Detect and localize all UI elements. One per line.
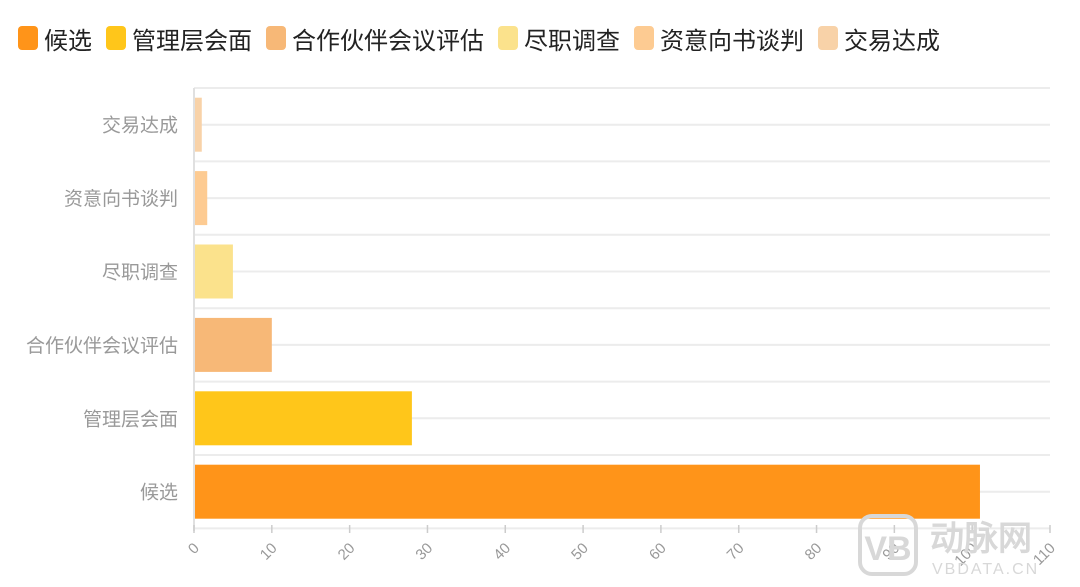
legend-swatch — [498, 26, 518, 50]
category-label: 资意向书谈判 — [64, 188, 178, 210]
x-tick-label: 70 — [724, 540, 748, 564]
bar — [194, 464, 980, 519]
legend-swatch — [106, 26, 126, 50]
legend-label: 交易达成 — [844, 26, 940, 55]
bar — [194, 97, 202, 152]
legend-label: 管理层会面 — [132, 26, 252, 55]
legend-item[interactable]: 交易达成 — [818, 21, 940, 56]
watermark-logo: VB 动脉网 VBDATA.CN — [858, 514, 1039, 578]
legend-label: 合作伙伴会议评估 — [292, 26, 484, 55]
legend-item[interactable]: 资意向书谈判 — [634, 21, 804, 56]
legend-label: 尽职调查 — [524, 26, 620, 55]
svg-text:VBDATA.CN: VBDATA.CN — [932, 561, 1039, 578]
legend-swatch — [818, 26, 838, 50]
x-tick-label: 50 — [568, 540, 592, 564]
bar — [194, 317, 272, 372]
legend-swatch — [18, 26, 38, 50]
bar — [194, 391, 412, 446]
bar — [194, 171, 208, 226]
legend-label: 资意向书谈判 — [660, 26, 804, 55]
legend-item[interactable]: 尽职调查 — [498, 21, 620, 56]
svg-text:动脉网: 动脉网 — [930, 519, 1032, 559]
chart-legend: 候选 管理层会面 合作伙伴会议评估 尽职调查 资意向书谈判 交易达成 — [18, 18, 954, 58]
legend-item[interactable]: 管理层会面 — [106, 21, 252, 56]
category-label: 合作伙伴会议评估 — [26, 335, 178, 357]
bar — [194, 244, 233, 299]
category-label: 管理层会面 — [83, 408, 178, 430]
x-tick-label: 20 — [335, 540, 359, 564]
x-tick-label: 80 — [802, 540, 826, 564]
category-label: 交易达成 — [102, 115, 178, 137]
legend-item[interactable]: 候选 — [18, 21, 92, 56]
x-tick-label: 0 — [185, 540, 203, 558]
x-tick-label: 40 — [490, 540, 514, 564]
legend-item[interactable]: 合作伙伴会议评估 — [266, 21, 484, 56]
x-tick-label: 60 — [646, 540, 670, 564]
category-label: 候选 — [140, 482, 178, 504]
x-tick-label: 10 — [257, 540, 281, 564]
legend-swatch — [634, 26, 654, 50]
category-label: 尽职调查 — [102, 262, 178, 284]
x-tick-label: 30 — [412, 540, 436, 564]
svg-text:VB: VB — [864, 530, 911, 568]
legend-label: 候选 — [44, 26, 92, 55]
legend-swatch — [266, 26, 286, 50]
